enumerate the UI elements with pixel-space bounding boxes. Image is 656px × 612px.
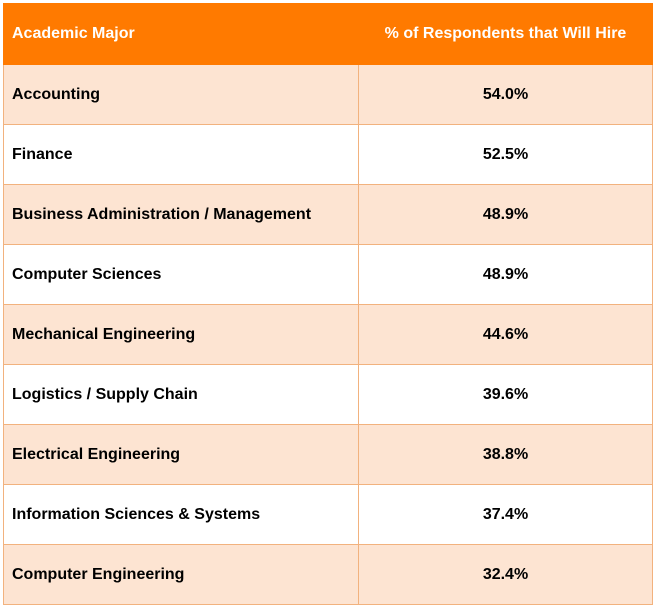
hiring-by-major-table: Academic Major % of Respondents that Wil…	[3, 3, 653, 605]
table-row: Information Sciences & Systems 37.4%	[3, 484, 653, 545]
table-row: Mechanical Engineering 44.6%	[3, 304, 653, 365]
table-row: Computer Engineering 32.4%	[3, 544, 653, 605]
table-row: Logistics / Supply Chain 39.6%	[3, 364, 653, 425]
cell-percent-will-hire: 48.9%	[358, 184, 653, 245]
header-academic-major: Academic Major	[3, 3, 359, 65]
cell-percent-will-hire: 39.6%	[358, 364, 653, 425]
cell-percent-will-hire: 38.8%	[358, 424, 653, 485]
cell-academic-major: Accounting	[3, 64, 359, 125]
cell-academic-major: Information Sciences & Systems	[3, 484, 359, 545]
table-row: Computer Sciences 48.9%	[3, 244, 653, 305]
cell-academic-major: Mechanical Engineering	[3, 304, 359, 365]
cell-percent-will-hire: 37.4%	[358, 484, 653, 545]
table-row: Finance 52.5%	[3, 124, 653, 185]
table-header: Academic Major % of Respondents that Wil…	[3, 3, 653, 65]
table-body: Accounting 54.0% Finance 52.5% Business Admi…	[3, 64, 653, 605]
header-percent-will-hire: % of Respondents that Will Hire	[358, 3, 653, 65]
cell-academic-major: Electrical Engineering	[3, 424, 359, 485]
table-row: Business Administration / Management 48.9…	[3, 184, 653, 245]
cell-percent-will-hire: 54.0%	[358, 64, 653, 125]
header-row: Academic Major % of Respondents that Wil…	[3, 3, 653, 65]
table-row: Accounting 54.0%	[3, 64, 653, 125]
cell-academic-major: Finance	[3, 124, 359, 185]
cell-percent-will-hire: 48.9%	[358, 244, 653, 305]
cell-percent-will-hire: 32.4%	[358, 544, 653, 605]
cell-academic-major: Computer Engineering	[3, 544, 359, 605]
cell-academic-major: Logistics / Supply Chain	[3, 364, 359, 425]
cell-percent-will-hire: 52.5%	[358, 124, 653, 185]
cell-academic-major: Computer Sciences	[3, 244, 359, 305]
cell-academic-major: Business Administration / Management	[3, 184, 359, 245]
table-row: Electrical Engineering 38.8%	[3, 424, 653, 485]
cell-percent-will-hire: 44.6%	[358, 304, 653, 365]
